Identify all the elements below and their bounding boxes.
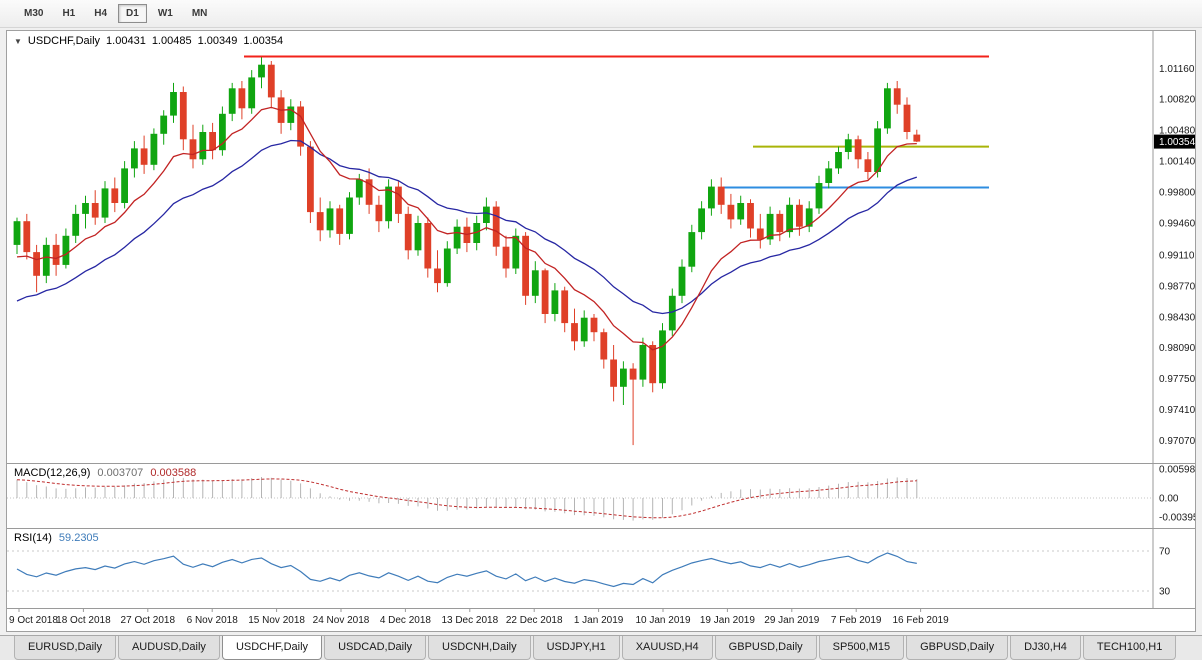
chart-tab-dj30-h4-10[interactable]: DJ30,H4 — [1010, 636, 1081, 660]
chart-tab-gbpusd-daily-7[interactable]: GBPUSD,Daily — [714, 636, 817, 660]
svg-text:70: 70 — [1159, 547, 1171, 558]
svg-text:-0.003954: -0.003954 — [1159, 513, 1195, 524]
price-axis: 1.01160 1.00820 1.00480 1.00140 0.99800 0.994… — [1159, 64, 1195, 447]
macd-name: MACD(12,26,9) — [14, 467, 91, 479]
timeframe-button-h4[interactable]: H4 — [86, 4, 115, 23]
chart-tab-audusd-daily-1[interactable]: AUDUSD,Daily — [117, 636, 220, 660]
ma-slow-line — [16, 139, 918, 315]
svg-text:30: 30 — [1159, 587, 1171, 598]
svg-text:0.97070: 0.97070 — [1159, 436, 1195, 447]
timeframe-button-w1[interactable]: W1 — [150, 4, 181, 23]
chart-tab-bar: EURUSD,Daily AUDUSD,Daily USDCHF,Daily USDC… — [0, 635, 1202, 660]
svg-text:0.97750: 0.97750 — [1159, 374, 1195, 385]
timeframe-button-mn[interactable]: MN — [184, 4, 216, 23]
chart-tab-tech100-h1-11[interactable]: TECH100,H1 — [1082, 636, 1177, 660]
chart-window: 1.01160 1.00820 1.00480 1.00140 0.99800 0.994… — [6, 30, 1196, 632]
timeframe-button-h1[interactable]: H1 — [54, 4, 83, 23]
chart-symbol-label: USDCHF,Daily — [27, 35, 101, 47]
macd-axis: 0.005985 0.00 -0.003954 — [1159, 465, 1195, 524]
ohlc-high-value: 1.00485 — [151, 35, 192, 47]
svg-text:0.99110: 0.99110 — [1159, 250, 1195, 261]
macd-signal-value: 0.003588 — [150, 467, 197, 479]
chart-tab-usdcnh-daily-4[interactable]: USDCNH,Daily — [428, 636, 531, 660]
chart-tab-sp500-m15-8[interactable]: SP500,M15 — [818, 636, 905, 660]
svg-text:6 Nov 2018: 6 Nov 2018 — [187, 615, 239, 626]
svg-text:19 Jan 2019: 19 Jan 2019 — [700, 615, 755, 626]
svg-text:0.99460: 0.99460 — [1159, 219, 1195, 230]
svg-text:24 Nov 2018: 24 Nov 2018 — [313, 615, 370, 626]
rsi-line — [16, 552, 917, 588]
svg-text:0.98430: 0.98430 — [1159, 312, 1195, 323]
svg-text:0.98770: 0.98770 — [1159, 281, 1195, 292]
svg-text:27 Oct 2018: 27 Oct 2018 — [121, 615, 176, 626]
macd-main-value: 0.003707 — [97, 467, 144, 479]
svg-text:29 Jan 2019: 29 Jan 2019 — [764, 615, 819, 626]
chart-tab-usdjpy-h1-5[interactable]: USDJPY,H1 — [532, 636, 620, 660]
svg-text:15 Nov 2018: 15 Nov 2018 — [248, 615, 305, 626]
svg-text:13 Dec 2018: 13 Dec 2018 — [441, 615, 498, 626]
timeframe-toolbar: M30 H1 H4 D1 W1 MN — [0, 0, 1202, 28]
ohlc-low-value: 1.00349 — [197, 35, 238, 47]
rsi-level-lines — [7, 550, 1153, 592]
svg-text:10 Jan 2019: 10 Jan 2019 — [635, 615, 690, 626]
current-price-tag: 1.00354 — [1154, 134, 1195, 149]
timeframe-button-m30[interactable]: M30 — [16, 4, 51, 23]
horizontal-trend-lines[interactable] — [244, 55, 989, 189]
rsi-name: RSI(14) — [14, 532, 52, 544]
rsi-indicator-label: RSI(14) 59.2305 — [14, 532, 99, 544]
macd-indicator-label: MACD(12,26,9) 0.003707 0.003588 — [14, 467, 196, 479]
svg-text:0.005985: 0.005985 — [1159, 465, 1195, 476]
candlesticks — [13, 57, 921, 446]
chart-tab-usdcad-daily-3[interactable]: USDCAD,Daily — [324, 636, 427, 660]
svg-text:0.00: 0.00 — [1159, 494, 1179, 505]
ohlc-close-value: 1.00354 — [243, 35, 284, 47]
svg-text:0.98090: 0.98090 — [1159, 343, 1195, 354]
svg-text:1.00480: 1.00480 — [1159, 126, 1195, 137]
chart-title: ▼ USDCHF,Daily 1.00431 1.00485 1.00349 1… — [14, 35, 283, 47]
chart-tab-xauusd-h4-6[interactable]: XAUUSD,H4 — [621, 636, 713, 660]
svg-text:1.00820: 1.00820 — [1159, 95, 1195, 106]
svg-text:18 Oct 2018: 18 Oct 2018 — [56, 615, 111, 626]
svg-text:0.97410: 0.97410 — [1159, 405, 1195, 416]
rsi-value: 59.2305 — [58, 532, 99, 544]
svg-text:9 Oct 2018: 9 Oct 2018 — [9, 615, 58, 626]
timeframe-button-d1[interactable]: D1 — [118, 4, 147, 23]
chart-tab-gbpusd-daily-9[interactable]: GBPUSD,Daily — [906, 636, 1009, 660]
chart-tab-eurusd-daily-0[interactable]: EURUSD,Daily — [14, 636, 116, 660]
chart-tab-usdchf-daily-2[interactable]: USDCHF,Daily — [221, 636, 323, 660]
svg-text:0.99800: 0.99800 — [1159, 188, 1195, 199]
macd-histogram — [16, 477, 918, 521]
macd-signal-line — [16, 478, 917, 519]
price-chart-canvas[interactable]: 1.01160 1.00820 1.00480 1.00140 0.99800 0.994… — [7, 31, 1195, 631]
chart-background — [7, 31, 1195, 631]
chevron-down-icon[interactable]: ▼ — [14, 36, 22, 46]
svg-text:22 Dec 2018: 22 Dec 2018 — [506, 615, 563, 626]
svg-text:1.01160: 1.01160 — [1159, 64, 1195, 75]
svg-text:1.00354: 1.00354 — [1159, 137, 1195, 148]
svg-text:4 Dec 2018: 4 Dec 2018 — [380, 615, 432, 626]
ohlc-open-value: 1.00431 — [106, 35, 146, 47]
svg-text:16 Feb 2019: 16 Feb 2019 — [893, 615, 950, 626]
ma-fast-line — [16, 106, 917, 351]
svg-text:1 Jan 2019: 1 Jan 2019 — [574, 615, 624, 626]
rsi-axis: 70 30 — [1159, 547, 1171, 598]
pane-separators — [7, 31, 1195, 609]
svg-text:1.00140: 1.00140 — [1159, 157, 1195, 168]
svg-text:7 Feb 2019: 7 Feb 2019 — [831, 615, 882, 626]
